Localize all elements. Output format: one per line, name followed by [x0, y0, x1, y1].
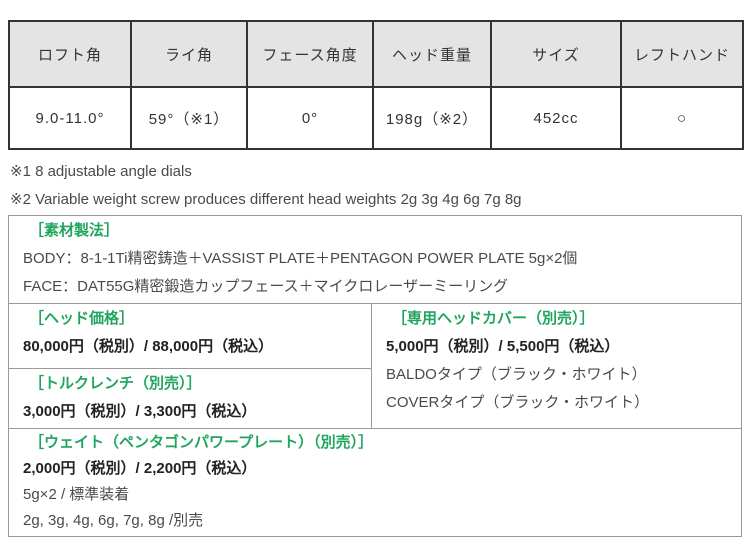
header-left-hand: レフトハンド [620, 20, 744, 88]
header-loft-angle: ロフト角 [8, 20, 132, 88]
footnote-1: ※1 8 adjustable angle dials [10, 163, 192, 180]
head-price-title: ［ヘッド価格］ [29, 310, 135, 327]
weight-title: ［ウェイト（ペンタゴンパワープレート）（別売）］ [29, 434, 374, 451]
value-loft-angle: 9.0-11.0° [8, 86, 132, 150]
section-head-cover: ［専用ヘッドカバー（別売）］ 5,000円（税別）/ 5,500円（税込） BA… [372, 304, 741, 419]
header-size: サイズ [490, 20, 622, 88]
weight-price: 2,000円（税別）/ 2,200円（税込） [23, 460, 257, 477]
head-cover-price: 5,000円（税別）/ 5,500円（税込） [386, 338, 620, 355]
material-face-line: FACE：DAT55G精密鍛造カップフェース＋マイクロレーザーミーリング [23, 278, 509, 295]
right-column: ［専用ヘッドカバー（別売）］ 5,000円（税別）/ 5,500円（税込） BA… [371, 304, 741, 428]
value-size: 452cc [490, 86, 622, 150]
head-price-value: 80,000円（税別）/ 88,000円（税込） [23, 338, 274, 355]
footnote-2: ※2 Variable weight screw produces differ… [10, 191, 522, 208]
weight-standard: 5g×2 / 標準装着 [23, 486, 130, 503]
value-lie-angle: 59°（※1） [130, 86, 248, 150]
weight-optional: 2g, 3g, 4g, 6g, 7g, 8g /別売 [23, 512, 204, 529]
detail-info-box: ［素材製法］ BODY：8-1-1Ti精密鋳造＋VASSIST PLATE＋PE… [8, 215, 742, 537]
material-body-line: BODY：8-1-1Ti精密鋳造＋VASSIST PLATE＋PENTAGON … [23, 250, 578, 267]
value-face-angle: 0° [246, 86, 374, 150]
spec-value-row: 9.0-11.0° 59°（※1） 0° 198g（※2） 452cc ○ [8, 86, 744, 150]
section-weight: ［ウェイト（ペンタゴンパワープレート）（別売）］ 2,000円（税別）/ 2,2… [9, 429, 741, 536]
section-torque-wrench: ［トルクレンチ（別売）］ 3,000円（税別）/ 3,300円（税込） [9, 369, 371, 428]
head-cover-type-baldo: BALDOタイプ（ブラック・ホワイト） [386, 366, 647, 383]
header-face-angle: フェース角度 [246, 20, 374, 88]
material-title: ［素材製法］ [29, 222, 120, 239]
club-spec-table: ロフト角 ライ角 フェース角度 ヘッド重量 サイズ レフトハンド 9.0-11.… [8, 20, 744, 150]
value-left-hand: ○ [620, 86, 744, 150]
value-head-weight: 198g（※2） [372, 86, 492, 150]
section-material: ［素材製法］ BODY：8-1-1Ti精密鋳造＋VASSIST PLATE＋PE… [9, 216, 741, 304]
section-head-price: ［ヘッド価格］ 80,000円（税別）/ 88,000円（税込） [9, 304, 371, 369]
footnotes: ※1 8 adjustable angle dials ※2 Variable … [10, 158, 742, 214]
price-options-row: ［ヘッド価格］ 80,000円（税別）/ 88,000円（税込） ［トルクレンチ… [9, 304, 741, 429]
left-column: ［ヘッド価格］ 80,000円（税別）/ 88,000円（税込） ［トルクレンチ… [9, 304, 371, 428]
head-cover-type-cover: COVERタイプ（ブラック・ホワイト） [386, 394, 650, 411]
torque-wrench-title: ［トルクレンチ（別売）］ [29, 375, 202, 392]
header-head-weight: ヘッド重量 [372, 20, 492, 88]
head-cover-title: ［専用ヘッドカバー（別売）］ [392, 310, 595, 327]
spec-header-row: ロフト角 ライ角 フェース角度 ヘッド重量 サイズ レフトハンド [8, 20, 744, 88]
header-lie-angle: ライ角 [130, 20, 248, 88]
torque-wrench-price: 3,000円（税別）/ 3,300円（税込） [23, 403, 257, 420]
